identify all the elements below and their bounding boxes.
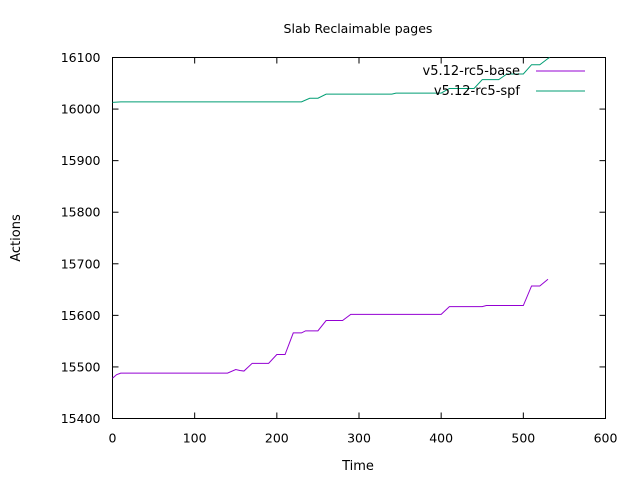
x-tick-label: 600 (594, 431, 618, 446)
y-tick-label: 15400 (61, 411, 101, 426)
y-tick-label: 16000 (61, 102, 101, 117)
x-axis-label: Time (341, 459, 374, 474)
y-axis: 15400 15500 15600 15700 15800 15900 16000 16100 (61, 50, 606, 426)
series-line-base (112, 278, 549, 379)
legend-label-spf: v5.12-rc5-spf (434, 84, 521, 99)
x-axis: 0 100 200 300 400 500 600 (109, 57, 618, 446)
legend-label-base: v5.12-rc5-base (423, 64, 521, 79)
x-tick-label: 500 (511, 431, 535, 446)
y-tick-label: 15800 (61, 205, 101, 220)
x-tick-label: 100 (183, 431, 207, 446)
x-tick-label: 200 (265, 431, 289, 446)
y-tick-label: 15500 (61, 359, 101, 374)
series-line-spf (112, 57, 550, 103)
x-tick-label: 300 (347, 431, 371, 446)
chart-title: Slab Reclaimable pages (284, 21, 433, 36)
y-tick-label: 16100 (61, 50, 101, 65)
y-tick-label: 15900 (61, 153, 101, 168)
x-tick-label: 0 (109, 431, 117, 446)
series-layer (112, 57, 550, 379)
legend: v5.12-rc5-base v5.12-rc5-spf (423, 64, 585, 99)
y-tick-label: 15600 (61, 308, 101, 323)
plot-frame (112, 57, 606, 419)
x-tick-label: 400 (429, 431, 453, 446)
y-axis-label: Actions (9, 214, 24, 262)
y-tick-label: 15700 (61, 256, 101, 271)
